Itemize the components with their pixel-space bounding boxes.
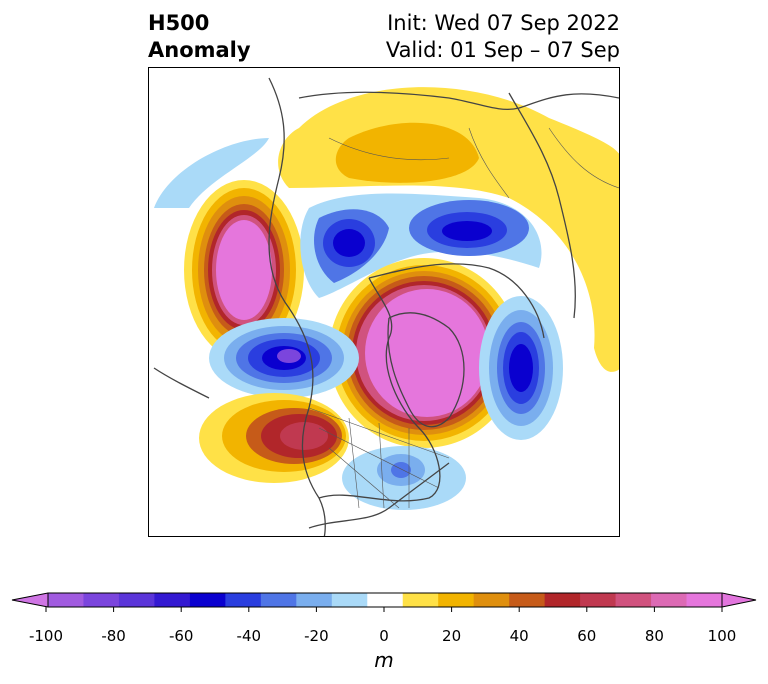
title-right: Init: Wed 07 Sep 2022 Valid: 01 Sep – 07… [386, 10, 620, 64]
colorbar-segment [651, 593, 688, 607]
colorbar-tick-label: -20 [304, 627, 329, 645]
colorbar-outline [47, 592, 723, 608]
colorbar-segment [367, 593, 404, 607]
colorbar-tick-label: 100 [707, 627, 737, 645]
arctic-trough-core-2 [333, 229, 365, 257]
siberia-trough-3 [442, 221, 492, 241]
colorbar [11, 592, 757, 612]
colorbar-tick-label: -80 [101, 627, 126, 645]
colorbar-over-arrow [722, 593, 756, 607]
colorbar-segment [438, 593, 475, 607]
colorbar-ticks [45, 607, 723, 612]
colorbar-segment [83, 593, 120, 607]
colorbar-under-arrow [12, 593, 48, 607]
greenland-ridge-7 [365, 289, 489, 417]
eus-trough-3 [391, 462, 411, 478]
colorbar-segment [473, 593, 510, 607]
colorbar-segment [296, 593, 333, 607]
colorbar-arrow-outline-right [721, 592, 757, 608]
map-canvas [153, 77, 619, 536]
pacific-trough-6 [277, 349, 301, 363]
colorbar-tick-label: -100 [28, 627, 64, 645]
colorbar-segment [225, 593, 262, 607]
colorbar-tick-label: 40 [509, 627, 529, 645]
colorbar-tick-label: 60 [577, 627, 597, 645]
anomaly-map [148, 67, 620, 537]
colorbar-units: m [374, 648, 394, 672]
colorbar-segment [189, 593, 226, 607]
coastlines [153, 77, 619, 536]
pacific-light-blue [154, 138, 269, 208]
alaska-ridge-7 [216, 220, 272, 320]
colorbar-segment [402, 593, 439, 607]
colorbar-segment [580, 593, 617, 607]
colorbar-tick-label: 80 [644, 627, 664, 645]
colorbar-arrow-outline-left [11, 592, 49, 608]
colorbar-segment [154, 593, 191, 607]
title-left: H500 Anomaly [148, 10, 251, 64]
title-valid: Valid: 01 Sep – 07 Sep [385, 38, 620, 62]
colorbar-segments [48, 593, 723, 607]
siberian-ridge-mid [335, 122, 479, 183]
colorbar-segment [48, 593, 84, 607]
colorbar-segment [615, 593, 652, 607]
colorbar-tick-label: -40 [236, 627, 262, 645]
atlantic-trough-5 [509, 344, 533, 392]
colorbar-segment [331, 593, 368, 607]
political-borders [308, 127, 619, 509]
colorbar-tick-label: -60 [168, 627, 194, 645]
colorbar-segment [686, 593, 723, 607]
colorbar-segment [118, 593, 155, 607]
wus-ridge-5 [280, 422, 328, 450]
title-variable: H500 [148, 11, 210, 35]
colorbar-tick-label: 0 [379, 627, 389, 645]
colorbar-tick-label: 20 [442, 627, 462, 645]
title-init: Init: Wed 07 Sep 2022 [387, 11, 620, 35]
colorbar-segment [509, 593, 546, 607]
colorbar-segment [260, 593, 297, 607]
colorbar-segment [544, 593, 581, 607]
title-field: Anomaly [148, 38, 251, 62]
